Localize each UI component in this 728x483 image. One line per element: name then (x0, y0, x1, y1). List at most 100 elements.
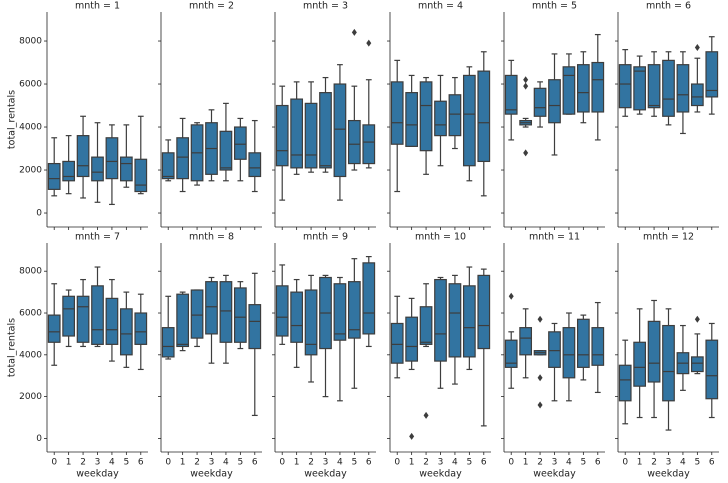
y-axis-label: total_rentals (7, 318, 18, 377)
box (390, 81, 404, 145)
box (647, 64, 661, 109)
x-tick-label: 1 (66, 458, 72, 468)
x-tick-label: 1 (180, 458, 186, 468)
x-tick-label: 1 (294, 458, 300, 468)
box (504, 74, 518, 115)
x-axis-label: weekday (533, 469, 576, 480)
box (105, 137, 119, 180)
box (161, 327, 175, 358)
y-tick-label: 6000 (19, 309, 42, 319)
box (134, 312, 148, 345)
x-tick-label: 1 (523, 458, 529, 468)
outlier (366, 39, 372, 47)
x-tick-label: 0 (279, 458, 285, 468)
x-tick-label: 5 (466, 458, 472, 468)
outlier (508, 292, 514, 300)
box (705, 51, 719, 98)
panel: mnth = 2 (158, 1, 262, 230)
panel-title: mnth = 5 (532, 1, 577, 12)
x-tick-label: 2 (308, 458, 314, 468)
panel: mnth = 10 0 1 2 3 4 5 6 weekday (387, 232, 491, 480)
box (275, 104, 289, 167)
y-tick-label: 6000 (19, 80, 42, 90)
panel: mnth = 3 (272, 1, 376, 230)
box (647, 320, 661, 383)
box (434, 100, 447, 137)
box (576, 318, 590, 368)
box (362, 262, 376, 335)
x-axis-label: weekday (647, 469, 690, 480)
panel: mnth = 12 0 1 2 3 4 5 6 weekday (615, 232, 719, 480)
x-tick-label: 4 (680, 458, 686, 468)
panel: mnth = 1 0 2000 4000 6000 8000 total_rentals (7, 1, 148, 230)
panel-title: mnth = 4 (418, 1, 463, 12)
panel-title: mnth = 7 (75, 232, 120, 243)
box (662, 59, 675, 117)
outlier (523, 82, 529, 90)
outlier (537, 401, 543, 409)
box (248, 304, 262, 350)
box (633, 66, 647, 111)
box (233, 126, 247, 160)
box (219, 281, 233, 343)
box (548, 331, 561, 368)
x-tick-label: 1 (409, 458, 415, 468)
box (290, 98, 304, 169)
box (477, 70, 491, 163)
box (62, 295, 76, 337)
outlier (537, 315, 543, 323)
outlier (351, 28, 357, 36)
box (119, 156, 133, 182)
x-axis-label: weekday (304, 469, 347, 480)
outlier (523, 149, 529, 157)
box (304, 102, 318, 169)
x-tick-label: 5 (123, 458, 129, 468)
box (419, 81, 433, 152)
outlier (409, 432, 415, 440)
x-tick-label: 4 (566, 458, 572, 468)
box (705, 339, 719, 400)
box (190, 289, 204, 339)
box (405, 92, 419, 147)
x-tick-label: 3 (552, 458, 558, 468)
box (504, 339, 518, 368)
box (591, 61, 605, 113)
box (319, 92, 332, 169)
x-axis-label: weekday (419, 469, 462, 480)
y-tick-label: 8000 (19, 267, 42, 277)
x-tick-label: 6 (709, 458, 715, 468)
x-tick-label: 0 (394, 458, 400, 468)
x-tick-label: 2 (194, 458, 200, 468)
outlier (523, 76, 529, 84)
y-tick-label: 0 (36, 434, 42, 444)
box (448, 283, 462, 358)
box (176, 293, 190, 348)
box (161, 152, 175, 180)
x-tick-label: 4 (223, 458, 229, 468)
panel-title: mnth = 6 (646, 1, 691, 12)
panel-title: mnth = 8 (189, 232, 234, 243)
box (618, 64, 632, 109)
box (462, 285, 476, 358)
box (119, 308, 133, 356)
x-tick-label: 2 (537, 458, 543, 468)
box (618, 364, 632, 402)
x-tick-label: 0 (508, 458, 514, 468)
box (62, 160, 76, 182)
box (462, 74, 476, 167)
box (76, 135, 90, 178)
x-tick-label: 3 (666, 458, 672, 468)
x-tick-label: 2 (423, 458, 429, 468)
x-tick-label: 3 (95, 458, 101, 468)
x-tick-label: 4 (452, 458, 458, 468)
x-tick-label: 2 (80, 458, 86, 468)
x-tick-label: 6 (138, 458, 144, 468)
box (662, 324, 675, 402)
box (533, 87, 547, 117)
box (333, 83, 347, 178)
panel-title: mnth = 2 (189, 1, 234, 12)
panel: mnth = 11 0 1 2 3 4 5 6 weekday (501, 232, 605, 480)
panel: mnth = 4 (387, 1, 491, 230)
box (47, 162, 61, 190)
